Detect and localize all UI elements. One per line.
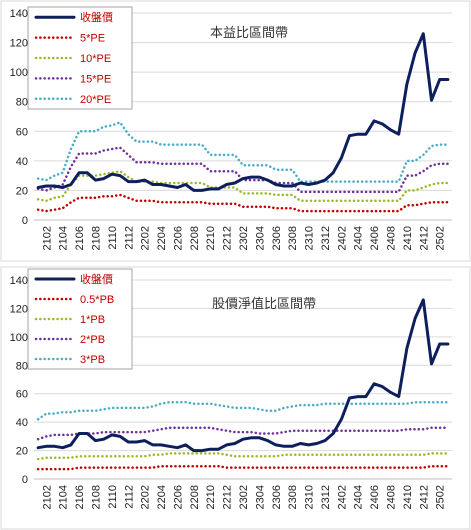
- x-tick-label: 2402: [336, 226, 348, 250]
- x-tick-label: 2410: [402, 226, 414, 250]
- x-tick-label: 2112: [123, 485, 135, 509]
- x-tick-label: 2210: [205, 226, 217, 250]
- legend-label: 1*PB: [80, 314, 105, 326]
- y-tick-label: 0: [22, 215, 28, 227]
- x-tick-label: 2406: [369, 226, 381, 250]
- x-tick-label: 2106: [74, 485, 86, 509]
- x-tick-label: 2306: [271, 485, 283, 509]
- series-line-2-pb-3: [36, 426, 450, 441]
- x-tick-label: 2210: [205, 485, 217, 509]
- legend-label: 15*PE: [80, 73, 111, 85]
- x-tick-label: 2302: [238, 485, 250, 509]
- x-tick-label: 2310: [304, 485, 316, 509]
- x-tick-label: 2312: [320, 226, 332, 250]
- x-tick-label: 2108: [90, 226, 102, 250]
- chart-title: 股價淨值比區間帶: [212, 296, 316, 311]
- y-tick-label: 80: [16, 97, 28, 109]
- x-tick-label: 2308: [287, 485, 299, 509]
- x-tick-label: 2408: [386, 226, 398, 250]
- x-tick-label: 2102: [41, 226, 53, 250]
- x-tick-label: 2304: [254, 226, 266, 250]
- series-line-15-pe-3: [36, 146, 450, 194]
- y-tick-label: 140: [10, 275, 28, 287]
- x-tick-label: 2406: [369, 485, 381, 509]
- series-line-series-0: [36, 32, 450, 192]
- x-tick-label: 2502: [435, 226, 447, 250]
- y-tick-label: 100: [10, 67, 28, 79]
- x-tick-label: 2104: [58, 485, 70, 509]
- legend-label: 5*PE: [80, 33, 105, 45]
- y-tick-label: 20: [16, 446, 28, 458]
- y-tick-label: 100: [10, 332, 28, 344]
- x-tick-label: 2212: [222, 485, 234, 509]
- x-tick-label: 2302: [238, 226, 250, 250]
- x-tick-label: 2202: [140, 485, 152, 509]
- series-line-1-pb-2: [36, 452, 450, 461]
- x-tick-label: 2412: [418, 226, 430, 250]
- x-tick-label: 2312: [320, 485, 332, 509]
- y-tick-label: 140: [10, 8, 28, 20]
- legend-label: 3*PB: [80, 354, 105, 366]
- y-tick-label: 0: [22, 474, 28, 486]
- x-tick-label: 2208: [189, 485, 201, 509]
- y-tick-label: 40: [16, 156, 28, 168]
- x-tick-label: 2204: [156, 226, 168, 250]
- x-tick-label: 2304: [254, 485, 266, 509]
- x-tick-label: 2412: [418, 485, 430, 509]
- pb-band-chart-panel: 0 20 40 60 80 100 120 140 2102 2104 2106 2108 2110 21…: [0, 266, 471, 530]
- y-tick-label: 80: [16, 360, 28, 372]
- x-tick-label: 2502: [435, 485, 447, 509]
- y-tick-label: 60: [16, 126, 28, 138]
- x-tick-label: 2108: [90, 485, 102, 509]
- x-tick-label: 2402: [336, 485, 348, 509]
- x-tick-label: 2204: [156, 485, 168, 509]
- pe-band-chart: 0 20 40 60 80 100 120 140 2102 2104 2106 2108 2110 21…: [0, 0, 471, 262]
- series-line-10-pe-2: [36, 169, 450, 203]
- legend-label: 收盤價: [80, 272, 113, 286]
- y-tick-label: 60: [16, 389, 28, 401]
- series-line-0-5-pb-1: [36, 464, 450, 471]
- x-tick-label: 2206: [172, 226, 184, 250]
- x-tick-label: 2110: [107, 226, 119, 250]
- legend-label: 20*PE: [80, 94, 111, 106]
- pb-band-chart: 0 20 40 60 80 100 120 140 2102 2104 2106 2108 2110 21…: [0, 266, 471, 530]
- x-tick-label: 2110: [107, 485, 119, 509]
- y-tick-label: 40: [16, 417, 28, 429]
- legend: 收盤價 5*PE 10*PE 15*PE 20*PE: [27, 6, 133, 110]
- y-tick-label: 120: [10, 303, 28, 315]
- series-line-5-pe-1: [36, 193, 450, 213]
- x-tick-label: 2104: [58, 226, 70, 250]
- x-tick-label: 2106: [74, 226, 86, 250]
- y-tick-label: 120: [10, 38, 28, 50]
- legend: 收盤價 0.5*PB 1*PB 2*PB 3*PB: [27, 268, 133, 370]
- x-tick-label: 2408: [386, 485, 398, 509]
- x-tick-label: 2208: [189, 226, 201, 250]
- x-tick-label: 2310: [304, 226, 316, 250]
- pe-band-chart-panel: 0 20 40 60 80 100 120 140 2102 2104 2106 2108 2110 21…: [0, 0, 471, 262]
- x-tick-label: 2206: [172, 485, 184, 509]
- x-tick-label: 2202: [140, 226, 152, 250]
- x-tick-label: 2404: [353, 226, 365, 250]
- chart-title: 本益比區間帶: [210, 25, 288, 40]
- x-tick-label: 2212: [222, 226, 234, 250]
- x-tick-label: 2102: [41, 485, 53, 509]
- x-tick-label: 2306: [271, 226, 283, 250]
- series-line-series-0: [36, 298, 450, 453]
- y-tick-label: 20: [16, 185, 28, 197]
- x-tick-label: 2410: [402, 485, 414, 509]
- x-tick-label: 2308: [287, 226, 299, 250]
- x-tick-label: 2112: [123, 226, 135, 250]
- x-tick-label: 2404: [353, 485, 365, 509]
- legend-label: 2*PB: [80, 334, 105, 346]
- legend-label: 0.5*PB: [80, 294, 114, 306]
- series-line-20-pe-4: [36, 121, 450, 183]
- legend-label: 10*PE: [80, 53, 111, 65]
- legend-label: 收盤價: [80, 10, 113, 24]
